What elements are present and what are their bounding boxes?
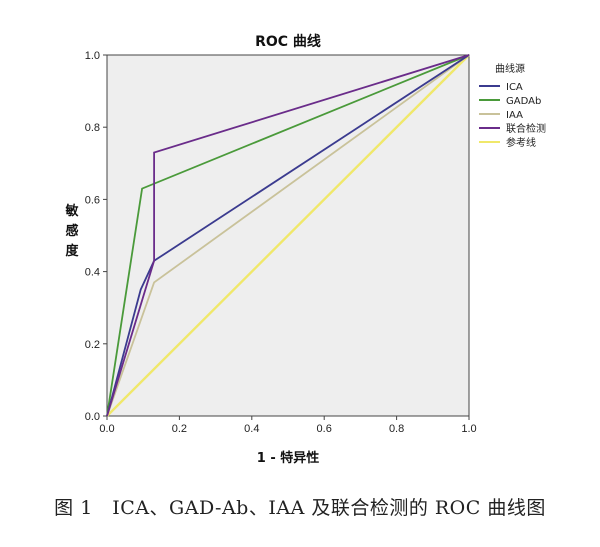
y-axis-title-char: 敏 [64, 203, 79, 219]
y-axis-title-char: 度 [65, 243, 79, 259]
legend-title: 曲线源 [495, 62, 525, 75]
y-tick-label: 0.6 [85, 194, 100, 206]
series-lines [106, 54, 470, 417]
series-line [106, 54, 470, 417]
y-axis: 0.0 0.2 0.4 0.6 0.8 1.0 [85, 50, 107, 423]
x-tick-label: 0.0 [99, 423, 114, 435]
legend-item-label: ICA [506, 82, 523, 93]
x-tick-label: 0.8 [389, 423, 404, 435]
legend-item-label: 参考线 [506, 136, 536, 149]
figure-caption: 图 1 ICA、GAD-Ab、IAA 及联合检测的 ROC 曲线图 [54, 497, 546, 519]
series-line [106, 54, 470, 417]
series-line [106, 54, 470, 417]
x-tick-label: 0.2 [172, 423, 187, 435]
roc-chart: ROC 曲线 0.0 0.2 0.4 0.6 0.8 1.0 0.00.20.40.60.… [64, 33, 546, 466]
y-tick-label: 0.2 [85, 339, 100, 351]
y-tick-label: 1.0 [85, 50, 100, 62]
y-axis-title-char: 感 [65, 223, 78, 239]
x-tick-label: 1.0 [461, 423, 476, 435]
legend-item-label: 联合检测 [506, 122, 546, 135]
x-tick-label: 0.6 [317, 423, 332, 435]
chart-title: ROC 曲线 [255, 33, 321, 50]
x-axis: 0.0 0.2 0.4 0.6 0.8 1.0 [99, 416, 477, 435]
y-tick-label: 0.0 [85, 411, 100, 423]
x-tick-label: 0.4 [244, 423, 259, 435]
series-line [106, 54, 470, 417]
y-tick-label: 0.4 [85, 267, 100, 279]
x-axis-title: 1 - 特异性 [257, 450, 320, 466]
legend-item-label: GADAb [506, 96, 541, 107]
y-tick-label: 0.8 [85, 122, 100, 134]
y-axis-title: 敏感度 [64, 203, 79, 259]
legend-item-label: IAA [506, 110, 523, 121]
series-line [106, 54, 470, 417]
